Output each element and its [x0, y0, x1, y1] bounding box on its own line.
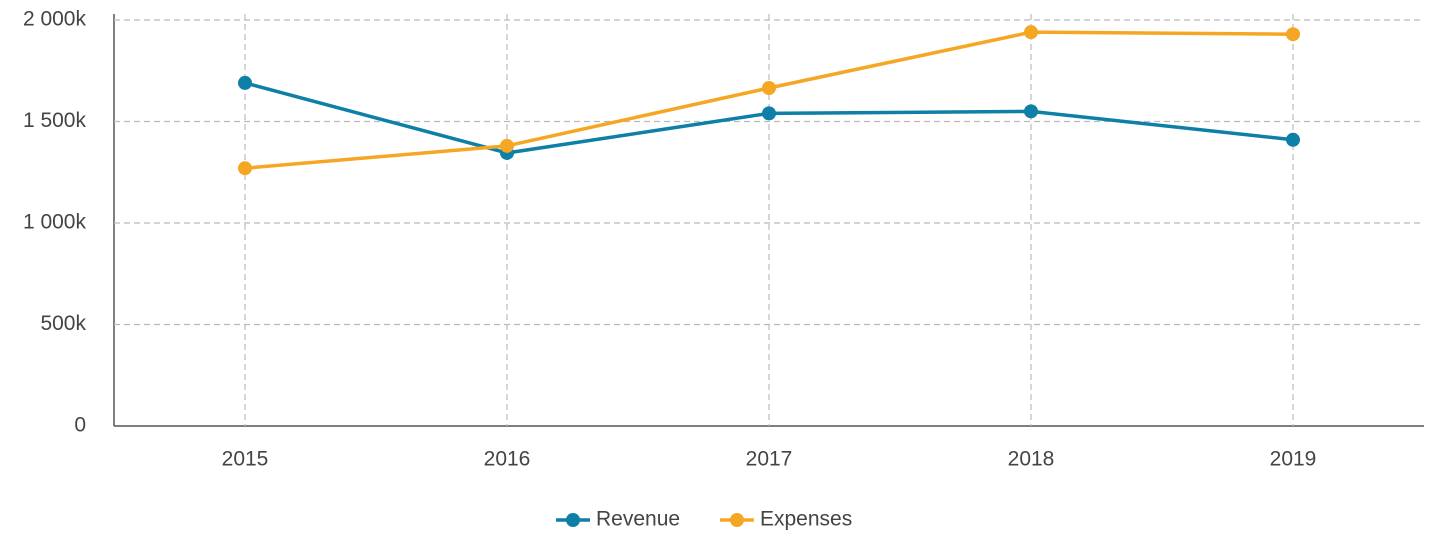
- y-tick-label: 0: [74, 414, 86, 437]
- x-tick-label: 2017: [746, 448, 793, 471]
- data-point: [1286, 27, 1300, 42]
- data-point: [762, 106, 776, 121]
- y-tick-label: 2 000k: [23, 8, 87, 31]
- data-point: [1024, 104, 1038, 119]
- x-tick-label: 2019: [1270, 448, 1317, 471]
- legend-swatch-dot: [730, 513, 744, 527]
- legend-label: Expenses: [760, 508, 852, 531]
- legend-swatch-dot: [566, 513, 580, 527]
- y-tick-label: 1 000k: [23, 211, 87, 234]
- data-point: [1024, 25, 1038, 40]
- data-point: [238, 161, 252, 176]
- y-tick-label: 500k: [40, 312, 86, 335]
- x-tick-label: 2015: [222, 448, 269, 471]
- y-tick-label: 1 500k: [23, 109, 87, 132]
- data-point: [1286, 132, 1300, 147]
- data-point: [500, 138, 514, 153]
- data-point: [762, 81, 776, 96]
- legend-label: Revenue: [596, 508, 680, 531]
- x-tick-label: 2016: [484, 448, 531, 471]
- data-point: [238, 75, 252, 90]
- x-tick-label: 2018: [1008, 448, 1055, 471]
